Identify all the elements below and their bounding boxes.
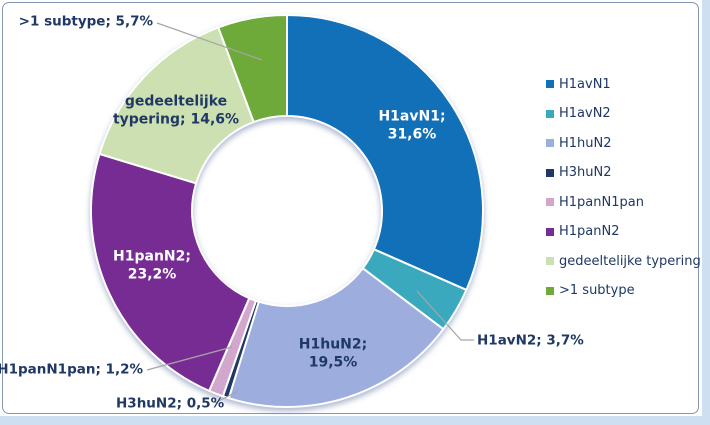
legend-marker-icon (546, 257, 554, 265)
legend-label: H1avN2 (559, 106, 611, 121)
page-background-strip-bottom (0, 416, 710, 425)
legend-marker-icon (546, 198, 554, 206)
legend-label: H1huN2 (559, 135, 612, 151)
legend-marker-icon (546, 286, 554, 295)
leader-line (416, 290, 474, 341)
legend-label: H1avN1 (559, 76, 611, 92)
legend-item-h1avn2[interactable]: H1avN2 (546, 105, 611, 123)
legend-marker-icon (546, 168, 554, 177)
legend-label: gedeeltelijke typering (559, 253, 701, 269)
legend-label: H3huN2 (559, 165, 612, 180)
legend-item-h1pann2[interactable]: H1panN2 (546, 223, 620, 241)
page-background-strip-right (702, 0, 710, 425)
legend-marker-icon (546, 139, 554, 147)
legend-item-gedeeltelijke-typering[interactable]: gedeeltelijke typering (546, 252, 701, 270)
donut-slice-h1avn1[interactable] (286, 14, 484, 291)
legend-item--1-subtype[interactable]: >1 subtype (546, 282, 635, 300)
legend-item-h1avn1[interactable]: H1avN1 (546, 75, 611, 93)
legend-marker-icon (546, 109, 554, 118)
leader-lines (146, 22, 474, 404)
donut-slices (89, 14, 484, 408)
legend-item-h1hun2[interactable]: H1huN2 (546, 134, 612, 152)
donut-slice-h1pann2[interactable] (89, 152, 251, 392)
leader-line (214, 390, 239, 404)
legend-item-h1pann1pan[interactable]: H1panN1pan (546, 193, 644, 211)
leader-line (146, 346, 233, 371)
legend-marker-icon (546, 227, 554, 236)
donut-slice--1-subtype[interactable] (217, 14, 288, 124)
legend-label: >1 subtype (559, 283, 635, 298)
legend-item-h3hun2[interactable]: H3huN2 (546, 164, 612, 182)
legend-label: H1panN2 (559, 224, 620, 239)
legend-marker-icon (546, 80, 554, 88)
legend-label: H1panN1pan (559, 194, 644, 210)
donut-slice-gedeeltelijke-typering[interactable] (98, 26, 255, 185)
leader-line (156, 22, 263, 61)
donut-slice-h1hun2[interactable] (227, 267, 445, 408)
